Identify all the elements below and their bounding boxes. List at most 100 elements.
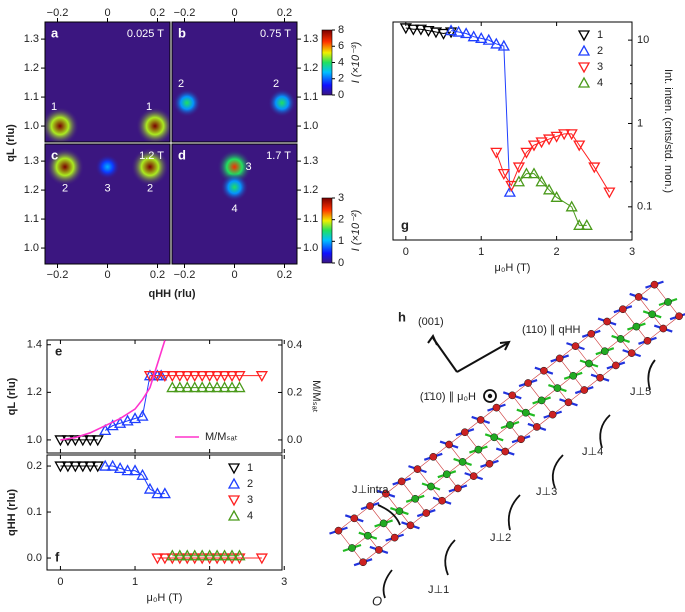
atom — [492, 403, 501, 412]
x-tick-label: 3 — [629, 246, 635, 258]
atom — [524, 379, 532, 387]
x-tick-label: 0 — [104, 269, 110, 281]
marker — [143, 482, 157, 494]
marker — [84, 435, 97, 447]
colorbar-tick-label: 4 — [338, 56, 344, 68]
atom — [650, 280, 659, 289]
heatmap-panel — [45, 144, 170, 264]
marker — [210, 549, 224, 561]
marker — [196, 371, 209, 383]
peak — [95, 154, 120, 180]
legend-label: 3 — [597, 61, 603, 73]
ladder — [329, 280, 685, 567]
marker — [452, 25, 465, 37]
marker — [69, 461, 82, 473]
marker — [181, 371, 194, 383]
atom — [375, 546, 383, 554]
y-tick-label: 1.0 — [303, 120, 318, 132]
y-tick-label: 1.2 — [24, 184, 39, 196]
atom — [619, 305, 627, 314]
colorbar-label: I (×10⁻²) — [350, 209, 362, 251]
heatmap-panel — [45, 22, 170, 142]
peak-label: 2 — [178, 78, 184, 90]
marker — [128, 412, 142, 424]
marker — [255, 371, 268, 383]
marker — [114, 416, 127, 428]
legend-label: 3 — [247, 494, 253, 506]
atom — [469, 472, 478, 480]
x-tick-label: 1 — [478, 246, 484, 258]
marker — [84, 461, 97, 473]
atom — [580, 386, 589, 394]
atom — [366, 502, 374, 510]
marker — [218, 381, 231, 393]
atom — [587, 329, 596, 338]
peak-label: 3 — [104, 183, 110, 195]
legend-marker — [227, 477, 241, 489]
marker — [196, 381, 209, 393]
colorbar-tick-label: 2 — [338, 214, 344, 226]
atom — [612, 361, 620, 370]
peak-label: 4 — [231, 203, 237, 215]
marker — [151, 371, 164, 383]
marker — [490, 147, 503, 159]
peak-label: 1 — [51, 101, 57, 113]
y-tick-label: 1 — [637, 117, 643, 129]
y-tick-label: 1.1 — [24, 91, 39, 103]
y-tick-label: 1.3 — [24, 155, 39, 167]
marker — [520, 167, 533, 179]
atom — [442, 470, 451, 479]
y-axis-label: qHH (rlu) — [6, 489, 18, 536]
marker — [151, 553, 164, 565]
colorbar-tick-label: 0 — [338, 89, 344, 101]
heatmap-panel — [172, 144, 297, 264]
x-tick-label: 2 — [207, 576, 213, 588]
marker — [158, 371, 171, 383]
marker — [407, 24, 420, 36]
atom — [603, 317, 611, 326]
marker — [181, 549, 194, 561]
y-tick-label: 10 — [637, 34, 649, 46]
panel-background — [172, 22, 297, 142]
marker — [527, 140, 541, 152]
atom — [485, 459, 494, 468]
atom — [533, 423, 541, 431]
marker — [166, 371, 179, 383]
marker — [91, 461, 104, 473]
legend-marker — [577, 30, 591, 42]
y2-axis-label: M/Mₛₐₜ — [310, 380, 322, 413]
marker — [422, 25, 435, 37]
x-tick-label: −0.2 — [47, 7, 69, 19]
y-tick-label: 1.2 — [24, 62, 39, 74]
peak-label: 1 — [146, 101, 152, 113]
marker — [535, 137, 548, 149]
atom — [659, 324, 668, 333]
marker — [225, 549, 239, 561]
marker — [188, 549, 201, 561]
axis-arrow — [456, 342, 509, 373]
field-dot — [483, 389, 497, 403]
marker — [565, 200, 578, 212]
marker — [106, 419, 119, 431]
x-axis-label: μ₀H (T) — [147, 592, 183, 604]
marker — [503, 185, 516, 197]
atom — [458, 458, 467, 466]
atom — [508, 391, 517, 400]
colorbar-tick-label: 2 — [338, 73, 344, 85]
x-tick-label: 0 — [231, 269, 237, 281]
y-tick-label: 1.0 — [27, 434, 42, 446]
marker — [475, 32, 488, 44]
marker — [99, 459, 112, 471]
y-tick-label: 1.2 — [303, 184, 318, 196]
marker — [173, 549, 186, 561]
peak — [220, 173, 249, 202]
marker — [203, 371, 216, 383]
marker — [233, 371, 246, 383]
marker — [114, 462, 127, 473]
legend-label: M/Mₛₐₜ — [205, 431, 238, 443]
arrow-head — [499, 340, 511, 351]
y-tick-label: 0.4 — [287, 339, 302, 351]
marker — [121, 414, 134, 426]
atom — [461, 428, 469, 437]
marker — [550, 131, 563, 143]
